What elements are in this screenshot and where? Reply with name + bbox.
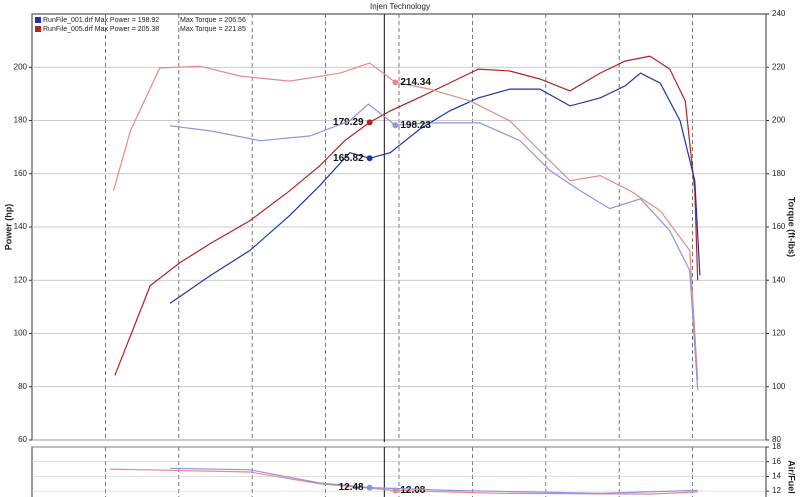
y-tick-label: 60 <box>18 435 27 444</box>
y2-tick-label: 16 <box>772 457 781 466</box>
y-tick-label: 120 <box>14 275 28 284</box>
marker <box>392 122 399 129</box>
y2-tick-label: 120 <box>772 329 786 338</box>
y2-tick-label: 240 <box>772 9 786 18</box>
y-tick-label: 100 <box>14 329 28 338</box>
series-line <box>112 62 699 381</box>
y2-tick-label: 140 <box>772 275 786 284</box>
marker-label: 198.23 <box>400 120 431 131</box>
marker-label: 165.82 <box>333 153 364 164</box>
marker <box>366 484 373 491</box>
legend-label: Max Torque = 206.56 <box>180 17 246 24</box>
marker-label: 214.34 <box>400 77 431 88</box>
y2-tick-label: 160 <box>772 222 786 231</box>
legend-label: RunFile_005.drf Max Power = 205.38 <box>43 26 159 33</box>
marker-label: 12.48 <box>339 482 364 493</box>
y-tick-label: 200 <box>14 62 28 71</box>
legend-label: Max Torque = 221.85 <box>180 26 246 33</box>
y-axis-title: Power (hp) <box>3 204 13 251</box>
legend-swatch <box>35 17 41 23</box>
legend-label: RunFile_001.drf Max Power = 198.92 <box>43 17 159 24</box>
marker <box>366 155 373 162</box>
series-line <box>169 103 699 391</box>
marker <box>366 119 373 126</box>
series-line <box>114 55 699 376</box>
marker-label: 179.29 <box>333 117 364 128</box>
y2-tick-label: 80 <box>772 435 781 444</box>
y-tick-label: 180 <box>14 116 28 125</box>
series-line <box>169 72 701 304</box>
legend-swatch <box>35 26 41 32</box>
y2-axis-title: Air/Fuel <box>787 460 797 494</box>
chart-title: Injen Technology <box>370 2 430 11</box>
y-tick-label: 80 <box>18 382 27 391</box>
y2-tick-label: 100 <box>772 382 786 391</box>
y2-tick-label: 220 <box>772 62 786 71</box>
y-tick-label: 140 <box>14 222 28 231</box>
marker <box>392 79 399 86</box>
y-tick-label: 160 <box>14 169 28 178</box>
y2-tick-label: 18 <box>772 442 781 451</box>
y2-axis-title: Torque (ft-lbs) <box>787 197 797 257</box>
y2-tick-label: 180 <box>772 169 786 178</box>
y2-tick-label: 200 <box>772 116 786 125</box>
y2-tick-label: 14 <box>772 472 781 481</box>
y2-tick-label: 12 <box>772 486 781 495</box>
marker-label: 12.08 <box>400 485 425 496</box>
